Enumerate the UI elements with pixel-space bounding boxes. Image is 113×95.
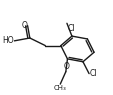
Text: Cl: Cl: [67, 24, 74, 33]
Text: HO: HO: [2, 36, 14, 45]
Text: O: O: [63, 62, 69, 71]
Text: O: O: [21, 21, 27, 30]
Text: Cl: Cl: [89, 69, 96, 78]
Text: CH₃: CH₃: [53, 85, 66, 91]
